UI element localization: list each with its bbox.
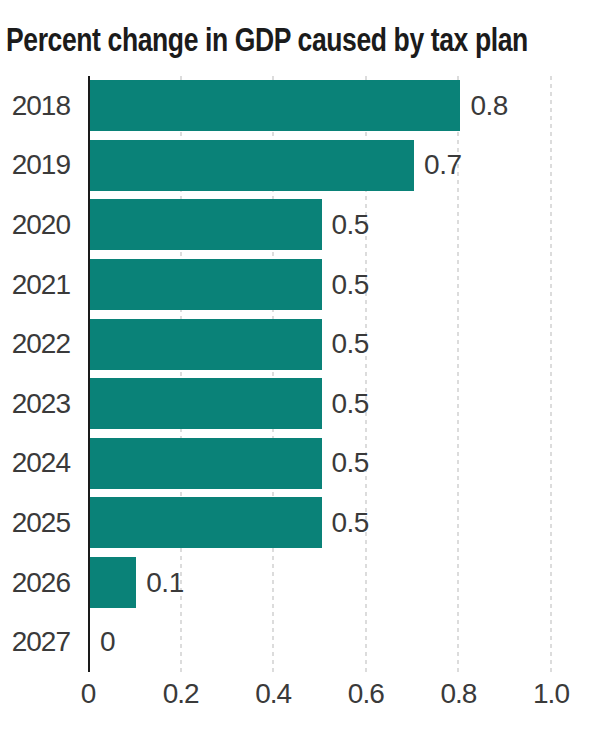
bar: [90, 80, 460, 131]
value-label: 0.7: [424, 149, 461, 181]
x-tick-label: 0.4: [255, 678, 291, 710]
year-label: 2021: [0, 255, 70, 315]
value-label: 0.5: [332, 388, 369, 420]
year-label: 2025: [0, 493, 70, 553]
year-label: 2020: [0, 195, 70, 255]
bar-rows-container: 0.8 0.7 0.5 0.5 0.5 0.5 0.5 0.5 0.1 0: [88, 76, 600, 672]
bar: [90, 259, 322, 310]
value-label: 0.5: [332, 269, 369, 301]
year-label: 2018: [0, 76, 70, 136]
bar: [90, 319, 322, 370]
bar-row: 0.5: [88, 493, 600, 553]
bar: [90, 557, 136, 608]
value-label: 0.5: [332, 328, 369, 360]
bar: [90, 497, 322, 548]
plot-area: 0.8 0.7 0.5 0.5 0.5 0.5 0.5 0.5 0.1 0: [88, 76, 600, 672]
value-label: 0.5: [332, 447, 369, 479]
bar-row: 0: [88, 612, 600, 672]
bar-row: 0.5: [88, 434, 600, 494]
bar-row: 0.5: [88, 374, 600, 434]
x-tick-label: 0.8: [440, 678, 476, 710]
x-tick-label: 0.6: [348, 678, 384, 710]
year-label: 2027: [0, 612, 70, 672]
x-tick-label: 0.2: [163, 678, 199, 710]
bar: [90, 378, 322, 429]
bar-row: 0.5: [88, 195, 600, 255]
year-label: 2022: [0, 314, 70, 374]
bar: [90, 199, 322, 250]
x-tick-label: 0: [81, 678, 96, 710]
year-label: 2023: [0, 374, 70, 434]
gdp-bar-chart: Percent change in GDP caused by tax plan…: [0, 0, 600, 754]
chart-title: Percent change in GDP caused by tax plan: [6, 20, 528, 59]
bar: [90, 438, 322, 489]
year-label: 2026: [0, 553, 70, 613]
bar-row: 0.7: [88, 136, 600, 196]
bar-row: 0.5: [88, 314, 600, 374]
x-tick-label: 1.0: [533, 678, 569, 710]
bar: [90, 140, 414, 191]
bar-row: 0.8: [88, 76, 600, 136]
bar-row: 0.1: [88, 553, 600, 613]
value-label: 0.5: [332, 507, 369, 539]
bar-row: 0.5: [88, 255, 600, 315]
y-axis-category-labels: 2018201920202021202220232024202520262027: [0, 76, 70, 672]
year-label: 2024: [0, 434, 70, 494]
value-label: 0.1: [146, 567, 183, 599]
value-label: 0: [100, 626, 115, 658]
year-label: 2019: [0, 136, 70, 196]
value-label: 0.5: [332, 209, 369, 241]
value-label: 0.8: [470, 90, 507, 122]
